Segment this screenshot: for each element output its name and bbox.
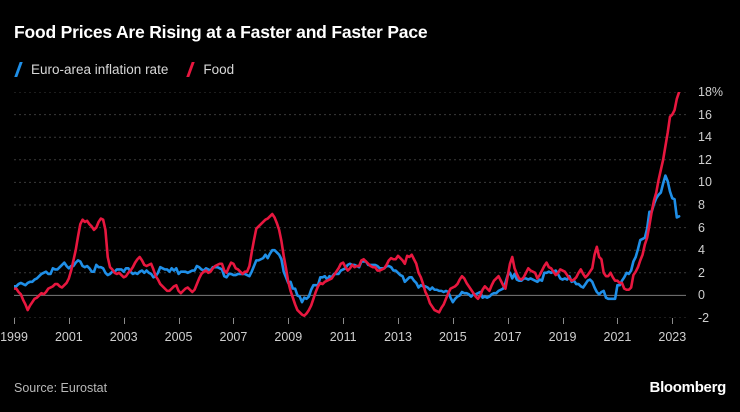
y-tick-label: 16	[698, 107, 712, 122]
y-tick-label: 2	[698, 265, 705, 280]
x-tick-label: 2013	[384, 330, 412, 344]
y-tick-label: 4	[698, 242, 705, 257]
x-tick-label: 2021	[603, 330, 632, 344]
x-tick-label: 2007	[219, 330, 248, 344]
chart-plot-area	[14, 92, 686, 318]
source-note: Source: Eurostat	[14, 381, 108, 395]
x-axis: 1999 2001 2003 2005 2007 2009 2011 2013 2015 2017…	[0, 318, 714, 354]
x-tick-label: 2023	[658, 330, 687, 344]
page-title: Food Prices Are Rising at a Faster and F…	[14, 22, 428, 42]
legend-item-2: Food	[186, 62, 234, 77]
x-tick-label: 1999	[0, 330, 28, 344]
series-line-food	[14, 92, 681, 318]
legend-label: Euro-area inflation rate	[31, 62, 169, 77]
slash-marker-icon	[186, 62, 197, 77]
x-tick-mark	[562, 318, 564, 324]
x-tick-mark	[343, 318, 345, 324]
bloomberg-logo: Bloomberg	[649, 379, 727, 396]
x-tick-label: 2001	[54, 330, 83, 344]
x-tick-mark	[288, 318, 290, 324]
x-tick-mark	[123, 318, 125, 324]
chart-legend: Euro-area inflation rate Food	[14, 62, 234, 77]
x-tick-mark	[672, 318, 674, 324]
x-tick-mark	[233, 318, 235, 324]
x-tick-label: 2019	[548, 330, 577, 344]
x-tick-label: 2015	[438, 330, 467, 344]
x-tick-label: 2017	[493, 330, 522, 344]
series-line-inflation	[14, 174, 681, 304]
y-tick-label: 8	[698, 197, 705, 212]
x-tick-label: 2003	[109, 330, 138, 344]
x-tick-mark	[617, 318, 619, 324]
y-tick-label: -2	[698, 310, 710, 325]
y-axis: 18% 16 14 12 10 8 6 4 2 0 -2	[692, 86, 736, 332]
x-tick-label: 2009	[274, 330, 303, 344]
x-tick-mark	[452, 318, 454, 324]
x-tick-mark	[178, 318, 180, 324]
x-tick-mark	[68, 318, 70, 324]
legend-item-1: Euro-area inflation rate	[14, 62, 168, 77]
y-tick-label: 12	[698, 152, 712, 167]
x-tick-label: 2005	[164, 330, 193, 344]
legend-label: Food	[203, 62, 235, 77]
y-tick-label: 6	[698, 220, 705, 235]
x-tick-mark	[14, 318, 15, 324]
x-tick-mark	[398, 318, 399, 324]
y-tick-label: 10	[698, 175, 712, 190]
y-tick-label: 14	[698, 129, 712, 144]
slash-marker-icon	[14, 62, 25, 77]
y-tick-label: 0	[698, 288, 705, 303]
y-tick-label: 18%	[698, 84, 724, 99]
x-tick-mark	[507, 318, 509, 324]
x-tick-label: 2011	[329, 330, 357, 344]
